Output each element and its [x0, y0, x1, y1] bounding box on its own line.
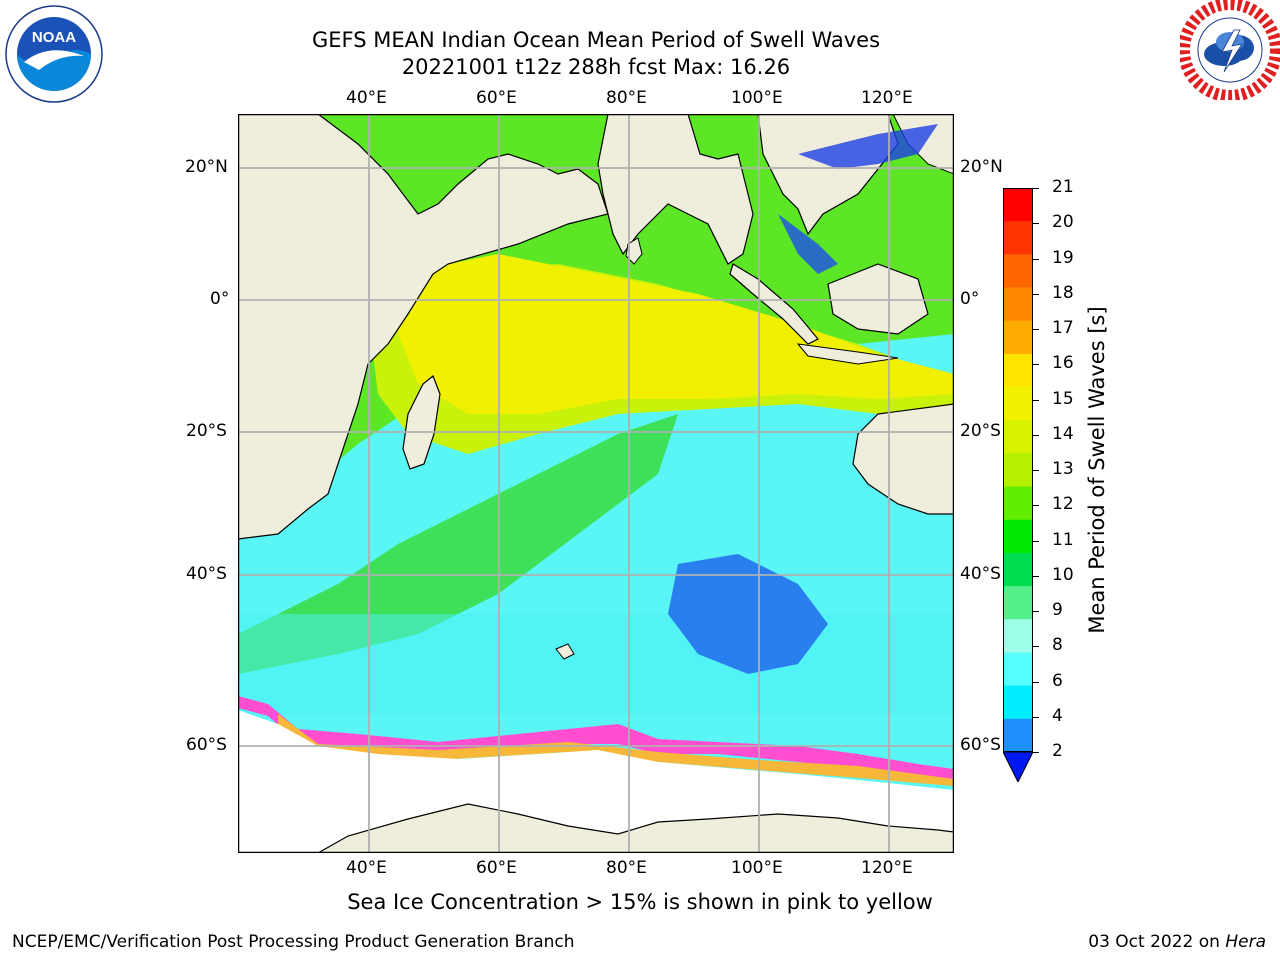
india-land — [597, 114, 754, 265]
colorbar-segment — [1003, 420, 1033, 454]
nws-logo — [1180, 0, 1280, 100]
colorbar-tick-mark — [1033, 505, 1039, 507]
noaa-logo: NOAA — [5, 5, 103, 103]
borneo-land — [827, 263, 929, 335]
colorbar-tick-label: 17 — [1052, 318, 1074, 338]
lon-label-top-80e: 80°E — [606, 88, 647, 108]
colorbar-tick-mark — [1033, 575, 1039, 577]
colorbar — [1003, 188, 1033, 782]
colorbar-extend-arrow — [1003, 751, 1033, 782]
colorbar-tick-mark — [1033, 611, 1039, 612]
colorbar-segment — [1003, 387, 1033, 421]
colorbar-tick-mark — [1033, 470, 1039, 471]
lon-label-top-100e: 100°E — [731, 88, 783, 108]
colorbar-segment — [1003, 552, 1033, 587]
colorbar-segment — [1003, 254, 1033, 289]
noaa-logo-text: NOAA — [32, 29, 76, 46]
colorbar-segment — [1003, 486, 1033, 521]
colorbar-label: Mean Period of Swell Waves [s] — [1085, 306, 1109, 634]
colorbar-tick-label: 6 — [1052, 670, 1063, 691]
lon-label-bottom-40e: 40°E — [346, 858, 387, 878]
colorbar-tick-label: 16 — [1052, 353, 1074, 374]
colorbar-tick-label: 14 — [1052, 423, 1074, 444]
colorbar-tick-mark — [1033, 646, 1039, 648]
colorbar-tick-label: 13 — [1052, 459, 1074, 479]
colorbar-tick-mark — [1033, 681, 1039, 683]
colorbar-tick-label: 15 — [1052, 388, 1074, 409]
forecast-subtitle: 20221001 t12z 288h fcst Max: 16.26 — [401, 55, 791, 79]
colorbar-tick-mark — [1033, 716, 1039, 718]
colorbar-tick-mark — [1033, 399, 1039, 401]
swell-zone-4s — [668, 554, 828, 674]
colorbar-tick-label: 19 — [1052, 247, 1074, 268]
colorbar-segment — [1003, 519, 1033, 554]
lon-label-bottom-120e: 120°E — [861, 858, 913, 878]
antarctica-land — [316, 803, 954, 853]
colorbar-segment — [1003, 287, 1033, 322]
colorbar-segment — [1003, 652, 1033, 687]
lon-label-bottom-80e: 80°E — [606, 858, 647, 878]
colorbar-tick-mark — [1033, 329, 1039, 330]
colorbar-tick-label: 9 — [1052, 600, 1063, 620]
colorbar-tick-label: 8 — [1052, 635, 1063, 656]
colorbar-tick-mark — [1033, 752, 1039, 753]
colorbar-segment — [1003, 453, 1033, 488]
lon-label-top-60e: 60°E — [476, 88, 517, 108]
colorbar-segment — [1003, 188, 1033, 222]
colorbar-segment — [1003, 619, 1033, 653]
colorbar-tick-label: 4 — [1052, 705, 1063, 726]
colorbar-tick-label: 21 — [1052, 177, 1074, 197]
colorbar-tick-label: 11 — [1052, 529, 1074, 550]
sea-ice-edge — [238, 696, 954, 782]
colorbar-tick-mark — [1033, 223, 1039, 225]
lon-label-bottom-100e: 100°E — [731, 858, 783, 878]
colorbar-tick-label: 12 — [1052, 494, 1074, 515]
lon-label-top-40e: 40°E — [346, 88, 387, 108]
sumatra-land — [729, 263, 819, 345]
colorbar-segment — [1003, 685, 1033, 720]
generation-date: 03 Oct 2022 on Hera — [1088, 932, 1266, 952]
madagascar-land — [402, 375, 441, 470]
map-title: GEFS MEAN Indian Ocean Mean Period of Sw… — [311, 28, 881, 52]
lat-label-right-20s: 20°S — [960, 421, 1001, 441]
lat-label-left-20n: 20°N — [185, 157, 228, 177]
colorbar-tick-mark — [1033, 540, 1039, 542]
sea-ice-note: Sea Ice Concentration > 15% is shown in … — [347, 890, 933, 914]
colorbar-tick-mark — [1033, 364, 1039, 366]
swell-period-map — [238, 114, 954, 853]
lon-label-top-120e: 120°E — [861, 88, 913, 108]
colorbar-segment — [1003, 320, 1033, 355]
lat-label-right-20n: 20°N — [960, 157, 1003, 177]
sea-ice-margin — [278, 714, 954, 786]
colorbar-segment — [1003, 353, 1033, 388]
colorbar-tick-label: 20 — [1052, 212, 1074, 233]
colorbar-tick-label: 2 — [1052, 741, 1063, 761]
lon-label-bottom-60e: 60°E — [476, 858, 517, 878]
lat-label-left-0: 0° — [210, 289, 230, 309]
lat-label-right-0: 0° — [960, 289, 980, 309]
colorbar-tick-mark — [1033, 258, 1039, 260]
lat-label-right-60s: 60°S — [960, 735, 1001, 755]
producer-credit: NCEP/EMC/Verification Post Processing Pr… — [12, 932, 575, 952]
lat-label-left-40s: 40°S — [186, 564, 227, 584]
swell-zone-6s — [238, 614, 954, 714]
colorbar-segment — [1003, 221, 1033, 255]
colorbar-tick-mark — [1033, 434, 1039, 436]
lat-label-left-20s: 20°S — [186, 421, 227, 441]
graticule — [238, 114, 954, 853]
lat-label-right-40s: 40°S — [960, 564, 1001, 584]
host-name: Hera — [1225, 932, 1266, 952]
swell-zone-10s — [238, 414, 678, 674]
colorbar-tick-label: 10 — [1052, 564, 1074, 585]
colorbar-segment — [1003, 586, 1033, 620]
swell-zone-15s — [398, 254, 954, 414]
colorbar-tick-label: 18 — [1052, 282, 1074, 303]
lat-label-left-60s: 60°S — [186, 735, 227, 755]
colorbar-tick-mark — [1033, 188, 1039, 189]
colorbar-segment — [1003, 718, 1033, 753]
colorbar-tick-mark — [1033, 293, 1039, 295]
